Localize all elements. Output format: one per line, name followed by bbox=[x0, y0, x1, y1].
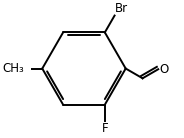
Text: Br: Br bbox=[115, 2, 128, 15]
Text: CH₃: CH₃ bbox=[2, 62, 24, 75]
Text: O: O bbox=[159, 63, 168, 76]
Text: F: F bbox=[102, 122, 108, 135]
